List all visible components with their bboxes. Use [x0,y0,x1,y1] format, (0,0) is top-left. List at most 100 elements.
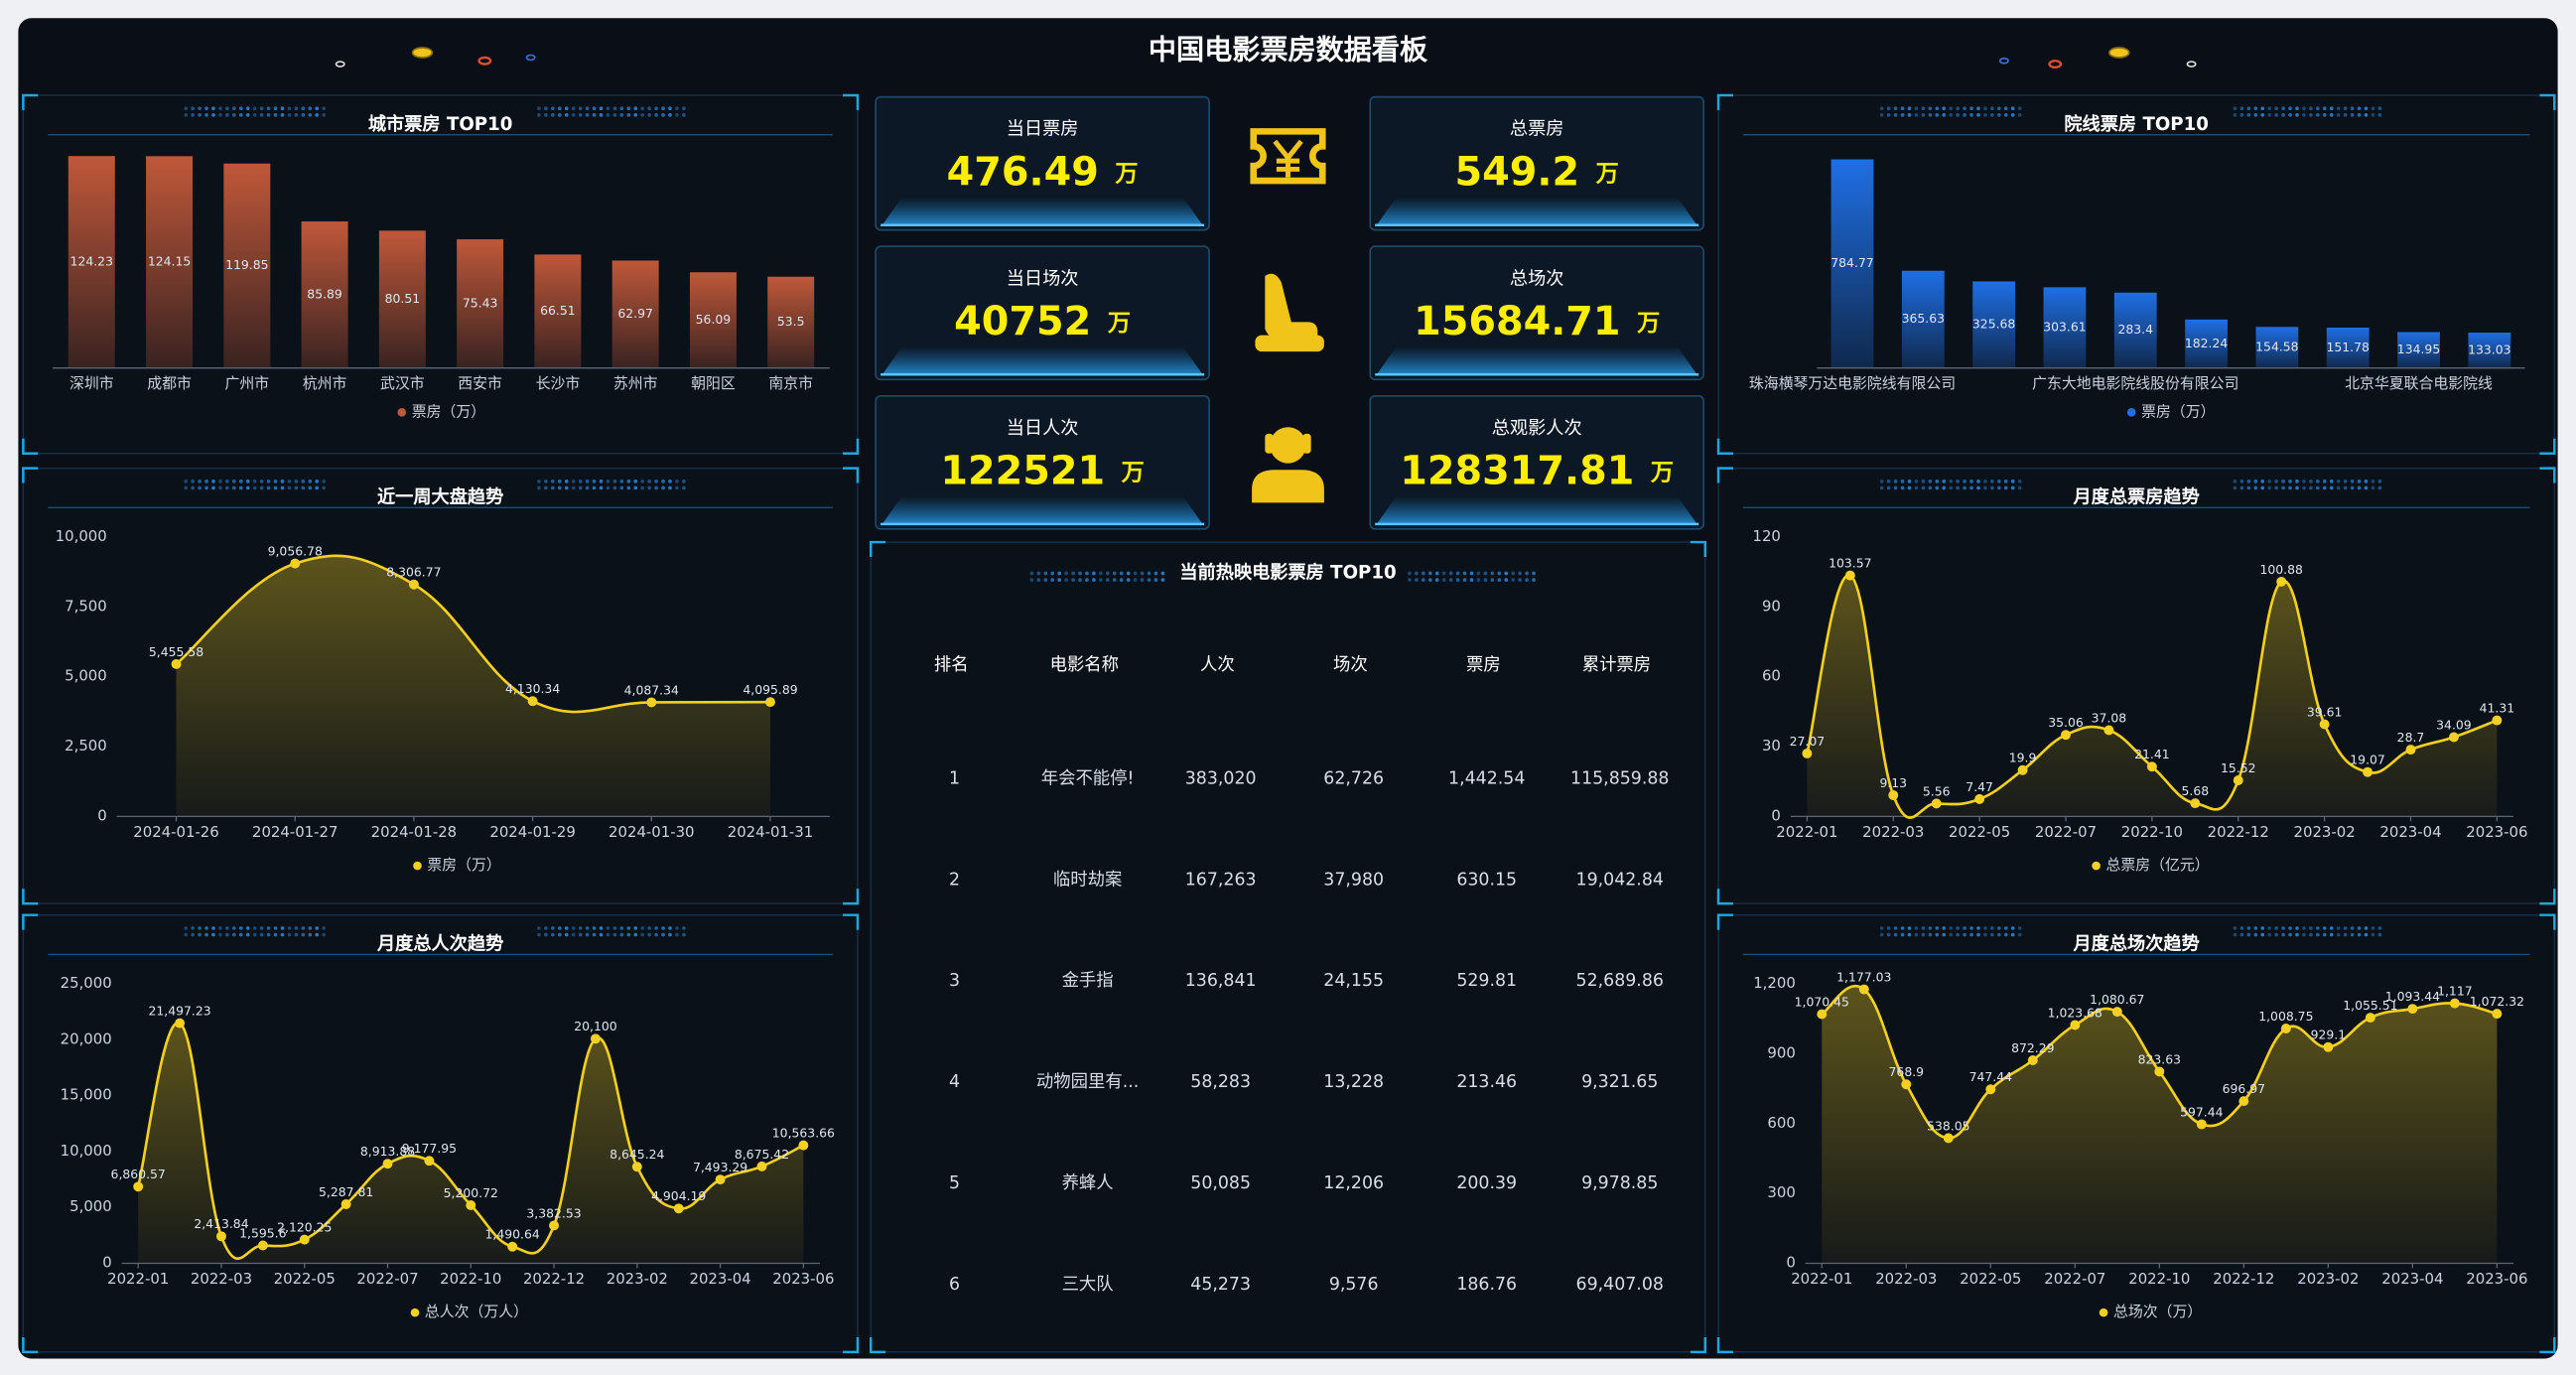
bar-value-label: 154.58 [2255,339,2299,353]
table-cell: 19,042.84 [1576,870,1664,890]
kpi-glow [1376,495,1697,524]
title-ornament [1441,571,1446,576]
title-ornament [551,485,555,490]
title-ornament [2295,485,2299,490]
title-ornament [1490,578,1495,582]
title-ornament [1969,932,1973,937]
title-ornament [1408,571,1412,576]
title-ornament [294,106,299,111]
title-ornament [1914,113,1919,117]
line-point [133,1181,144,1192]
title-ornament [1935,485,1940,490]
title-ornament [592,926,597,930]
title-ornament [1043,578,1048,582]
title-ornament [211,113,215,117]
title-ornament [280,485,285,490]
line-point [1858,984,1869,995]
title-ornament [1921,106,1926,111]
kpi-value-line: 122521 万 [940,448,1144,493]
title-ornament [2003,926,2008,930]
title-ornament [1907,926,1912,930]
title-ornament [1511,571,1516,576]
title-ornament [2281,106,2285,111]
y-tick-label: 0 [102,1253,111,1271]
title-ornament [287,106,292,111]
point-label: 1,023.68 [2048,1005,2102,1020]
title-ornament [1434,578,1439,582]
title-ornament [259,113,264,117]
table-cell: 4 [949,1072,960,1092]
title-ornament [1057,571,1061,576]
title-ornament [294,480,299,483]
title-ornament [1907,932,1912,937]
title-ornament [2302,106,2306,111]
title-ornament [2233,113,2237,117]
title-ornament [2350,480,2355,483]
title-ornament [1997,485,2001,490]
title-ornament [184,485,189,490]
title-ornament [204,926,208,930]
title-ornament [551,932,555,937]
title-ornament [2267,932,2272,937]
title-ornament [2288,926,2292,930]
title-ornament [259,480,264,483]
table-cell: 630.15 [1456,870,1517,890]
header-ornament [335,47,2197,69]
bar-value-label: 134.95 [2397,342,2440,356]
point-label: 1,117 [2437,984,2473,999]
title-ornament [2357,113,2362,117]
title-ornament [322,932,326,937]
title-ornament [544,485,548,490]
title-ornament [259,106,264,111]
title-ornament [2357,485,2362,490]
title-ornament [2350,932,2355,937]
title-ornament [287,932,292,937]
title-ornament [557,926,562,930]
title-ornament [1956,926,1960,930]
title-ornament [1956,106,1960,111]
table-cell: 52,689.86 [1576,971,1664,991]
title-ornament [537,932,541,937]
title-ornament [1956,113,1960,117]
point-label: 696.97 [2223,1081,2265,1096]
title-ornament [1147,578,1152,582]
title-ornament [1085,571,1089,576]
title-ornament [1879,926,1884,930]
title-ornament [2295,932,2299,937]
bar-value-label: 325.68 [1972,317,2016,332]
frame-corner [1716,913,2556,1354]
y-tick-label: 30 [1762,737,1781,755]
title-ornament [537,113,541,117]
line-point [340,1199,351,1209]
title-ornament [280,106,285,111]
title-ornament [661,480,665,483]
title-ornament [2233,932,2237,937]
title-ornament [232,485,236,490]
title-ornament [2336,113,2341,117]
point-label: 1,008.75 [2258,1009,2313,1024]
title-ornament [2239,480,2244,483]
point-label: 872.29 [2011,1040,2055,1055]
bar [2468,333,2511,368]
line-point [2111,1007,2122,1018]
title-ornament [252,485,257,490]
title-ornament [1949,113,1953,117]
title-ornament [1949,480,1953,483]
title-ornament [1942,113,1947,117]
title-ornament [1078,578,1082,582]
title-ornament [2274,480,2278,483]
bar [1972,281,2016,368]
table-cell: 9,978.85 [1581,1173,1658,1193]
frame-corner [22,467,860,905]
point-label: 8,645.24 [610,1147,664,1162]
point-label: 6,860.57 [111,1167,166,1181]
title-ornament [1963,932,1966,937]
x-tick-label: 2023-02 [607,1270,668,1288]
title-ornament [211,485,215,490]
title-ornament [2239,113,2244,117]
title-ornament [557,106,562,111]
title-ornament [1990,926,1994,930]
title-ornament [2329,106,2334,111]
title-ornament [2260,485,2265,490]
line-point [2492,1009,2503,1020]
